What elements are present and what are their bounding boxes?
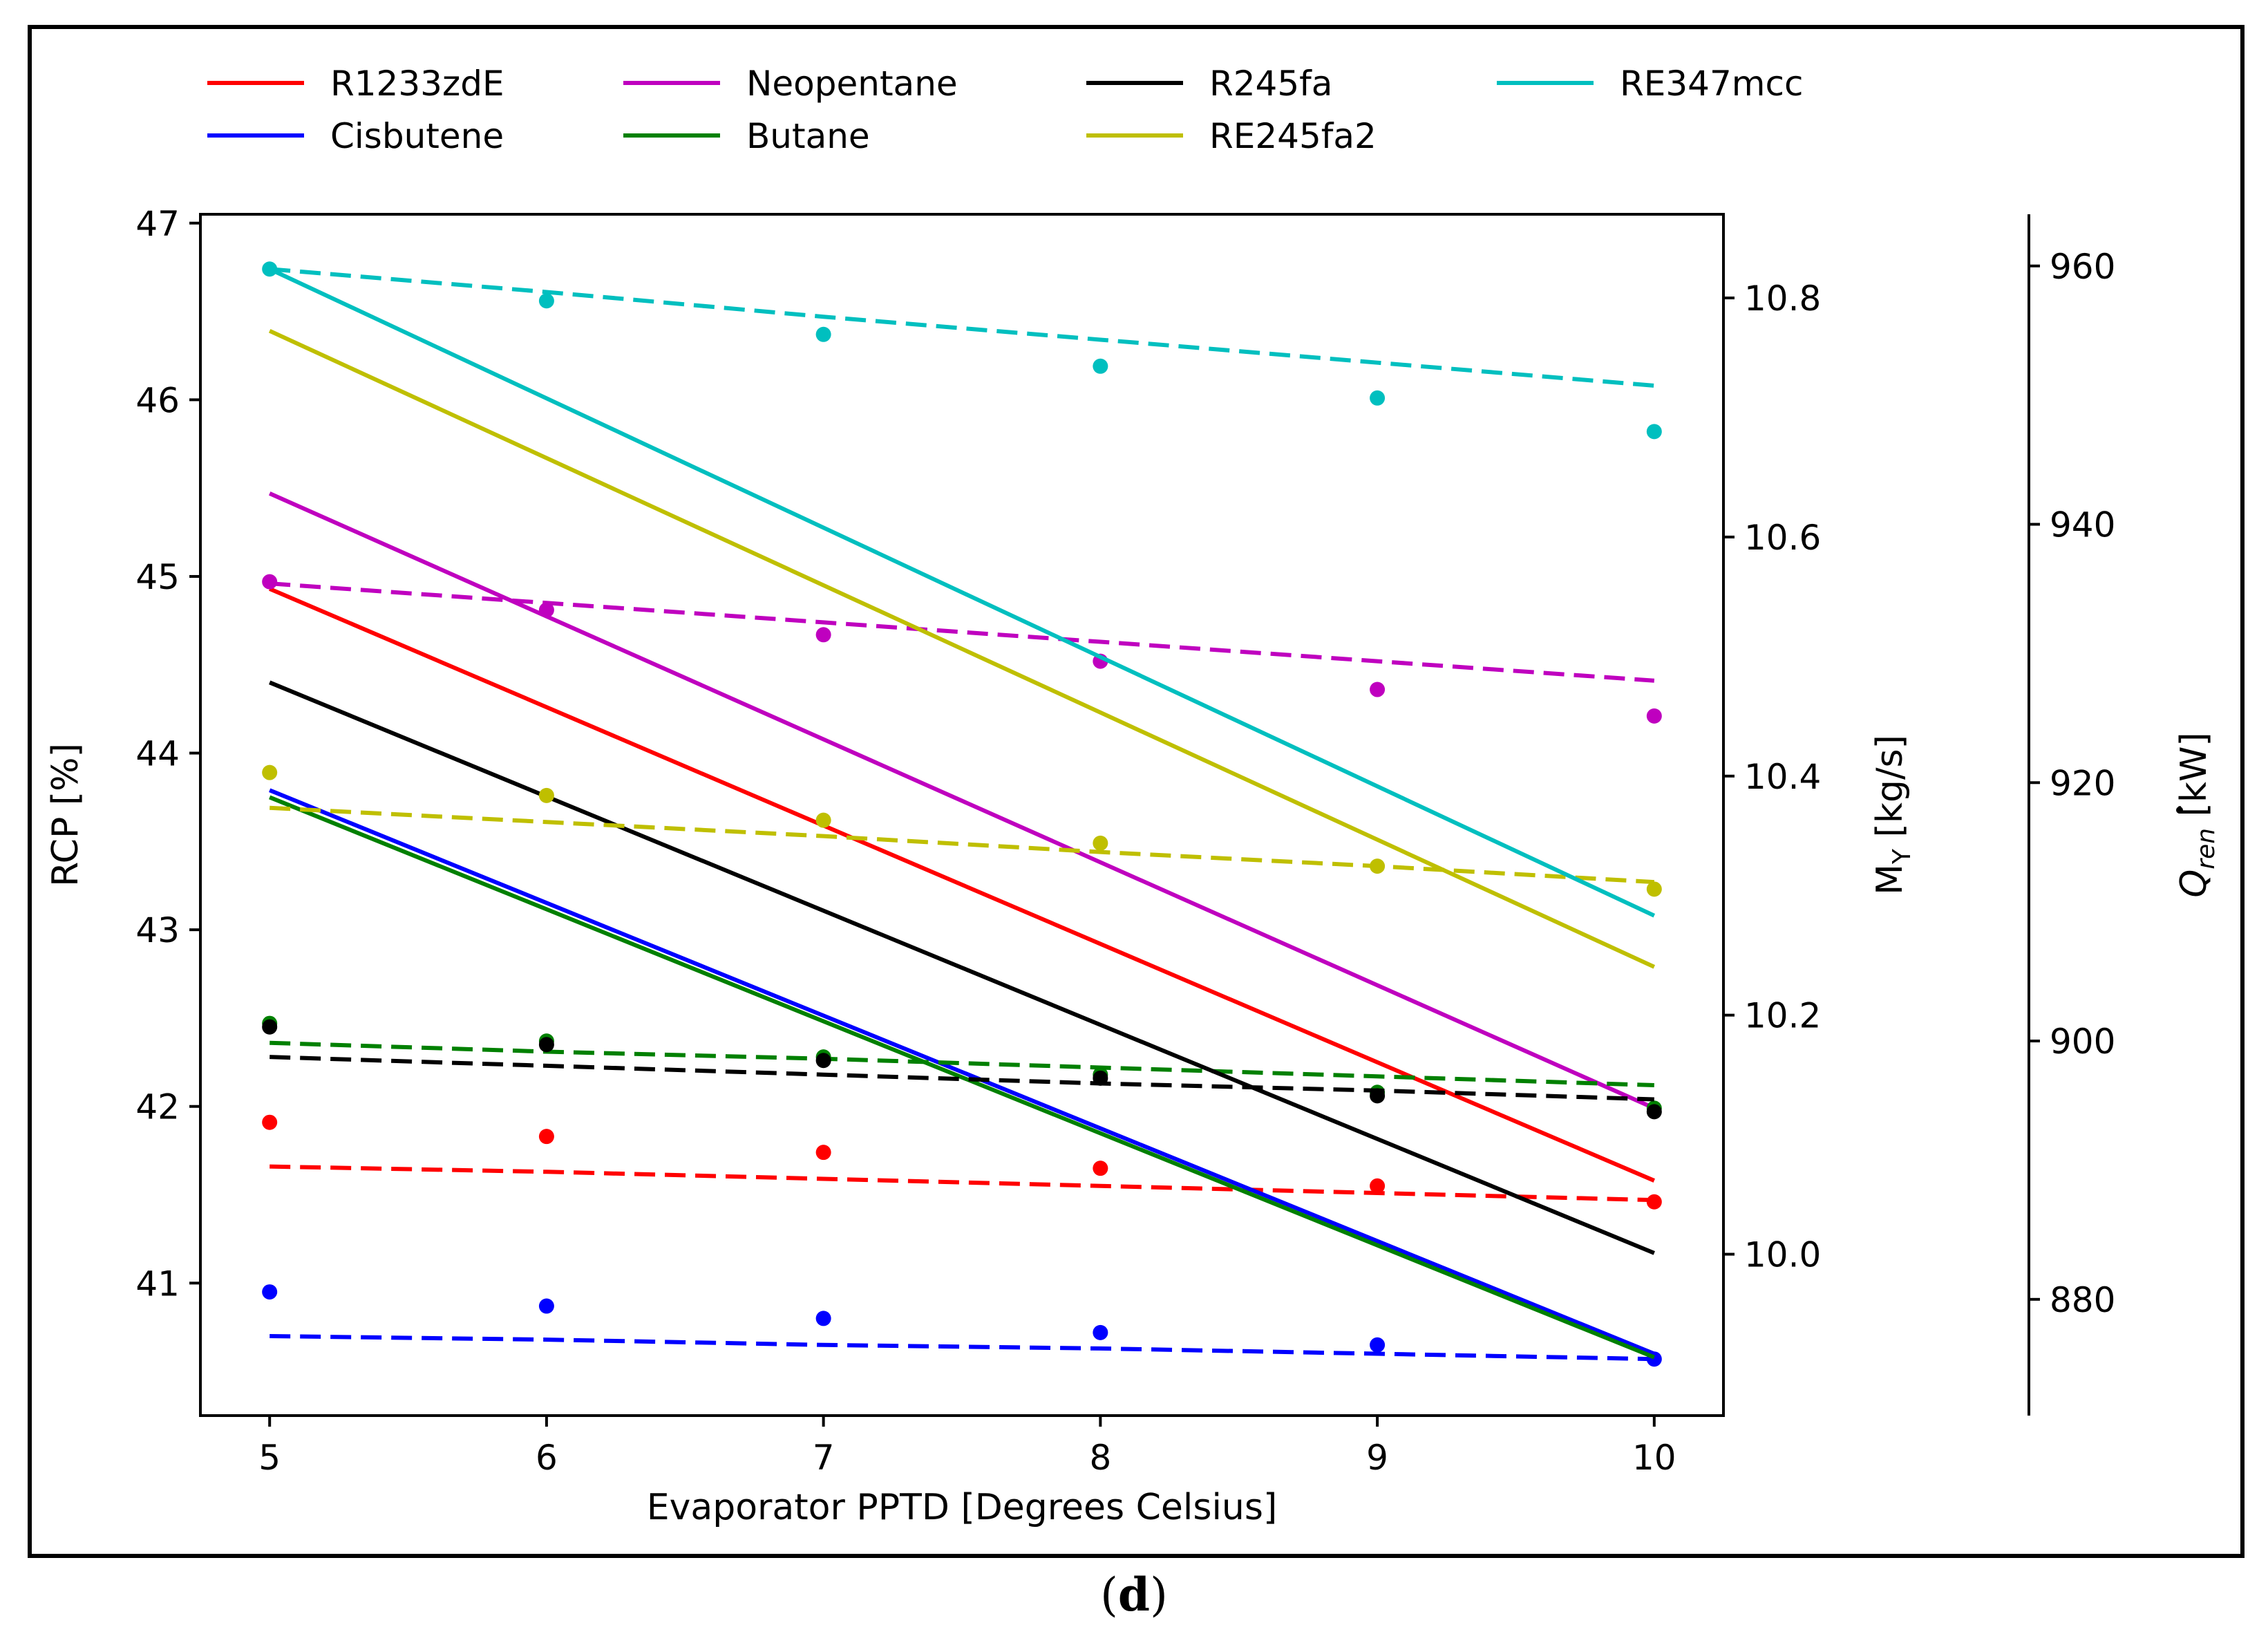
series-line-cisbutene — [269, 788, 1655, 1356]
y-tick-label: 43 — [135, 910, 180, 950]
y3-tick-label: 880 — [2050, 1280, 2115, 1320]
figure-frame — [28, 25, 2245, 1558]
series-point-cisbutene — [1370, 1337, 1386, 1353]
series-point-re245fa2 — [1646, 881, 1662, 897]
series-point-re245fa2 — [538, 787, 554, 803]
series-point-r1233zde — [262, 1114, 278, 1130]
legend-label-cisbutene: Cisbutene — [330, 116, 504, 156]
series-point-r1233zde — [1370, 1178, 1386, 1194]
series-point-r245fa — [538, 1037, 554, 1053]
legend-label-re245fa2: RE245fa2 — [1209, 116, 1377, 156]
y2-tick-label: 10.0 — [1744, 1235, 1821, 1275]
series-point-cisbutene — [538, 1298, 554, 1314]
series-dashed-cisbutene — [270, 1333, 1654, 1362]
y3-tick-label: 900 — [2050, 1022, 2115, 1062]
legend-label-butane: Butane — [746, 116, 870, 156]
series-point-r1233zde — [538, 1129, 554, 1145]
y-tick-label: 41 — [135, 1264, 180, 1304]
series-point-neopentane — [1646, 708, 1662, 724]
series-point-r1233zde — [1093, 1161, 1108, 1176]
series-point-re347mcc — [262, 261, 278, 277]
y3-tick-label: 940 — [2050, 505, 2115, 545]
series-point-neopentane — [538, 602, 554, 618]
y2-tick-label: 10.8 — [1744, 279, 1821, 319]
series-point-r245fa — [1370, 1088, 1386, 1104]
y-tick-label: 47 — [135, 204, 180, 244]
y-tick-label: 45 — [135, 557, 180, 597]
series-point-cisbutene — [262, 1284, 278, 1300]
legend-label-r245fa: R245fa — [1209, 64, 1332, 104]
series-point-re347mcc — [1646, 424, 1662, 440]
series-point-re245fa2 — [1093, 835, 1108, 851]
y-tick-label: 44 — [135, 734, 180, 774]
series-line-r1233zde — [269, 587, 1655, 1183]
x-axis-label: Evaporator PPTD [Degrees Celsius] — [647, 1487, 1278, 1528]
y3-tick-label: 960 — [2050, 247, 2115, 287]
x-tick-label: 10 — [1632, 1438, 1676, 1478]
series-line-re245fa2 — [268, 328, 1656, 969]
series-point-re347mcc — [815, 326, 831, 342]
series-point-cisbutene — [1093, 1324, 1108, 1340]
plot-area — [199, 213, 1725, 1417]
series-point-neopentane — [1370, 682, 1386, 697]
legend-label-r1233zde: R1233zdE — [330, 64, 504, 104]
y2-tick-label: 10.2 — [1744, 996, 1821, 1036]
series-point-r245fa — [262, 1019, 278, 1035]
legend-label-neopentane: Neopentane — [746, 64, 958, 104]
series-point-r245fa — [815, 1053, 831, 1069]
y3-axis-label: Qren [kW] — [2173, 732, 2220, 897]
series-point-cisbutene — [815, 1311, 831, 1326]
series-line-re347mcc — [268, 267, 1656, 918]
y2-tick-label: 10.4 — [1744, 757, 1821, 797]
caption-close: ) — [1150, 1568, 1168, 1622]
series-dashed-re347mcc — [269, 267, 1655, 388]
series-line-neopentane — [268, 491, 1656, 1111]
series-line-r245fa — [269, 680, 1655, 1255]
series-dashed-re245fa2 — [270, 805, 1654, 885]
series-point-r245fa — [1646, 1104, 1662, 1120]
series-point-re347mcc — [538, 293, 554, 309]
series-line-butane — [269, 795, 1655, 1360]
series-point-re245fa2 — [262, 764, 278, 780]
series-dashed-r245fa — [270, 1055, 1654, 1102]
series-point-r1233zde — [815, 1145, 831, 1161]
q-dot-accent — [2176, 807, 2183, 814]
series-point-neopentane — [815, 627, 831, 643]
series-dashed-neopentane — [269, 581, 1655, 683]
caption-open: ( — [1100, 1568, 1118, 1622]
x-tick-label: 5 — [258, 1438, 281, 1478]
x-tick-label: 7 — [813, 1438, 835, 1478]
series-point-neopentane — [262, 574, 278, 590]
x-tick-label: 8 — [1089, 1438, 1111, 1478]
y3-tick-label: 920 — [2050, 763, 2115, 803]
series-dashed-butane — [270, 1040, 1654, 1088]
legend-label-re347mcc: RE347mcc — [1620, 64, 1803, 104]
series-point-re245fa2 — [1370, 858, 1386, 874]
x-tick-label: 6 — [536, 1438, 558, 1478]
series-point-r1233zde — [1646, 1194, 1662, 1210]
series-point-re347mcc — [1370, 390, 1386, 406]
series-dashed-r1233zde — [270, 1164, 1654, 1203]
y2-axis-label: MY [kg/s] — [1869, 735, 1916, 895]
x-tick-label: 9 — [1366, 1438, 1388, 1478]
y-tick-label: 46 — [135, 380, 180, 420]
series-point-r245fa — [1093, 1070, 1108, 1086]
y-tick-label: 42 — [135, 1087, 180, 1127]
caption-label: d — [1117, 1568, 1151, 1622]
y2-tick-label: 10.6 — [1744, 518, 1821, 558]
series-point-re245fa2 — [815, 812, 831, 828]
y-axis-label: RCP [%] — [45, 743, 86, 887]
series-point-re347mcc — [1093, 358, 1108, 374]
figure-caption: (d) — [0, 1568, 2268, 1622]
